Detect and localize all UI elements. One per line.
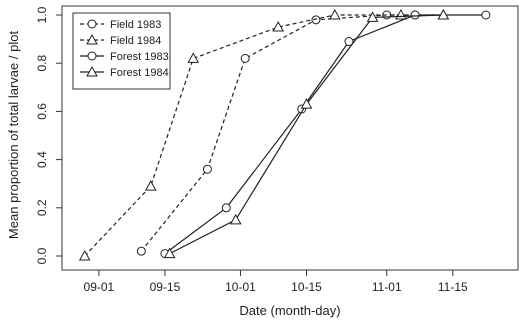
series-line-field-1983 xyxy=(140,14,416,252)
legend-marker-field-1983 xyxy=(87,19,97,29)
data-point-forest-1983 xyxy=(221,203,231,213)
series-line-forest-1984 xyxy=(169,14,444,255)
data-point-forest-1984 xyxy=(229,213,242,225)
data-point-field-1983 xyxy=(311,15,321,25)
data-point-field-1984 xyxy=(272,21,285,32)
legend-marker-forest-1984 xyxy=(86,65,98,77)
data-point-field-1983 xyxy=(240,53,250,63)
x-tick-label: 09-01 xyxy=(84,280,115,294)
legend: Field 1983 Field 1984 Forest 1983 Forest 19… xyxy=(72,12,171,90)
y-axis-label: Mean proportion of total larvae / plot xyxy=(6,31,21,240)
legend-label-forest-1984: Forest 1984 xyxy=(110,67,169,79)
x-tick-label: 11-01 xyxy=(372,280,402,294)
data-point-field-1984 xyxy=(144,180,157,191)
legend-marker-forest-1983 xyxy=(87,51,97,61)
series-forest-1983 xyxy=(160,10,491,259)
legend-marker-field-1984 xyxy=(86,33,98,45)
data-point-field-1984 xyxy=(78,249,91,261)
data-point-field-1984 xyxy=(328,8,341,20)
y-axis: 0.0 0.2 0.4 0.6 0.8 1.0 xyxy=(35,6,63,264)
series-forest-1984 xyxy=(163,8,450,259)
y-tick-label: 0.6 xyxy=(35,103,49,120)
x-tick-label: 10-01 xyxy=(225,280,256,294)
series-layer xyxy=(78,8,491,261)
data-point-forest-1984 xyxy=(300,98,313,109)
data-point-forest-1984 xyxy=(437,8,450,20)
data-point-field-1984 xyxy=(187,52,200,63)
data-point-field-1983 xyxy=(136,246,146,256)
series-line-forest-1983 xyxy=(164,14,486,255)
data-point-forest-1983 xyxy=(410,10,420,20)
legend-label-forest-1983: Forest 1983 xyxy=(110,51,169,63)
data-point-forest-1984 xyxy=(163,247,176,259)
y-tick-label: 0.2 xyxy=(35,199,49,216)
y-tick-label: 0.0 xyxy=(35,247,49,264)
series-field-1983 xyxy=(136,10,420,256)
y-tick-label: 0.4 xyxy=(35,151,49,168)
data-point-forest-1983 xyxy=(481,10,491,20)
data-point-forest-1983 xyxy=(344,37,354,47)
y-tick-label: 0.8 xyxy=(35,55,49,72)
x-axis: 09-01 09-15 10-01 10-15 11-01 11-15 xyxy=(84,269,468,294)
y-tick-label: 1.0 xyxy=(35,6,49,23)
data-point-field-1983 xyxy=(202,164,212,174)
x-tick-label: 10-15 xyxy=(291,280,322,294)
legend-label-field-1984: Field 1984 xyxy=(110,35,161,47)
x-tick-label: 09-15 xyxy=(150,280,181,294)
x-tick-label: 11-15 xyxy=(438,280,468,294)
legend-label-field-1983: Field 1983 xyxy=(110,19,161,31)
x-axis-label: Date (month-day) xyxy=(239,303,340,318)
data-point-forest-1984 xyxy=(366,11,379,22)
